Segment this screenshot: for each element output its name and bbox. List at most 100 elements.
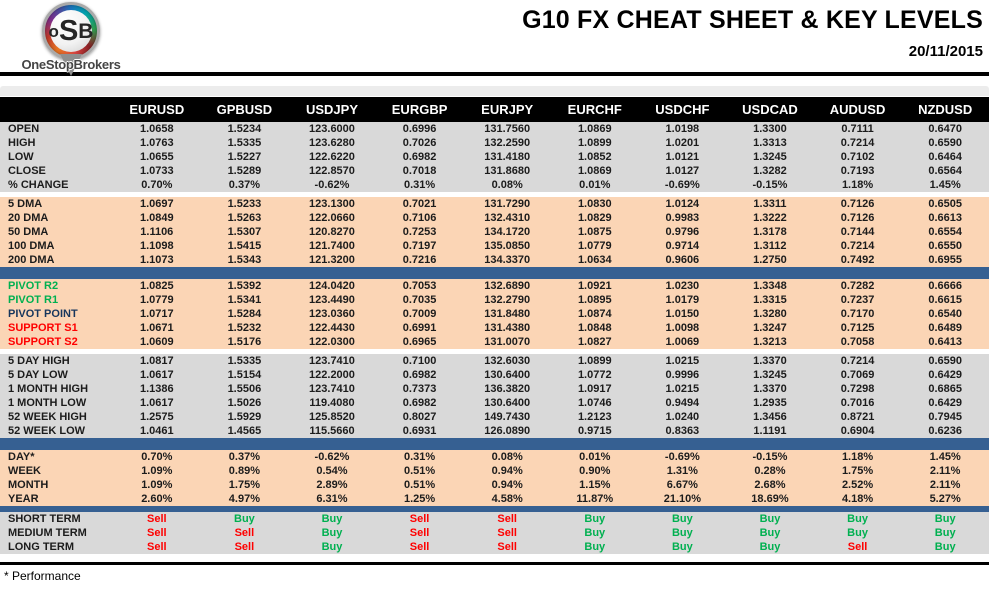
value-cell: 1.5307 xyxy=(200,225,289,239)
value-cell: 122.0300 xyxy=(288,335,376,349)
value-cell: 1.0825 xyxy=(113,279,201,293)
value-cell: 1.09% xyxy=(113,478,201,492)
value-cell: 2.60% xyxy=(113,492,201,506)
value-cell: 1.2575 xyxy=(113,410,201,424)
signal-cell: Sell xyxy=(200,526,289,540)
column-header-audusd: AUDUSD xyxy=(813,97,902,122)
table-row-pivot-r1: PIVOT R1 1.0779 1.5341 123.4490 0.7035 132.27… xyxy=(0,293,989,307)
value-cell: 1.5506 xyxy=(200,382,289,396)
value-cell: 0.9714 xyxy=(638,239,727,253)
row-label: SUPPORT S2 xyxy=(0,335,113,349)
value-cell: 1.5392 xyxy=(200,279,289,293)
table-row-medium-term: MEDIUM TERM Sell Sell Buy Sell Sell Buy Buy Buy B… xyxy=(0,526,989,540)
section-divider xyxy=(0,438,989,450)
value-cell: 11.87% xyxy=(550,492,639,506)
value-cell: 0.9494 xyxy=(638,396,727,410)
badge-letter-o: o xyxy=(48,21,59,41)
table-row-5-dma: 5 DMA 1.0697 1.5233 123.1300 0.7021 131.7290 1… xyxy=(0,197,989,211)
table-row-5-day-low: 5 DAY LOW 1.0617 1.5154 122.2000 0.6982 130.6… xyxy=(0,368,989,382)
value-cell: 0.28% xyxy=(726,464,814,478)
section-divider xyxy=(0,506,989,512)
value-cell: -0.15% xyxy=(726,178,814,192)
value-cell: 1.3370 xyxy=(726,354,814,368)
value-cell: -0.15% xyxy=(726,450,814,464)
value-cell: 0.6996 xyxy=(375,122,464,136)
value-cell: 0.8363 xyxy=(638,424,727,438)
signal-cell: Buy xyxy=(813,526,902,540)
value-cell: 0.9983 xyxy=(638,211,727,225)
value-cell: 1.3245 xyxy=(726,368,814,382)
signal-cell: Buy xyxy=(638,512,727,526)
fx-table-header-row: EURUSD GPBUSD USDJPY EURGBP EURJPY EURCHF USDC… xyxy=(0,97,989,122)
value-cell: 1.0098 xyxy=(638,321,727,335)
table-top-strip xyxy=(0,86,989,96)
value-cell: 0.7214 xyxy=(813,354,902,368)
value-cell: 1.45% xyxy=(901,178,989,192)
row-label: YEAR xyxy=(0,492,113,506)
table-row-high: HIGH 1.0763 1.5335 123.6280 0.7026 132.2590 1.… xyxy=(0,136,989,150)
row-label: 5 DMA xyxy=(0,197,113,211)
value-cell: 123.7410 xyxy=(288,382,376,396)
brand-name: OneStopBrokers xyxy=(21,57,121,72)
signal-cell: Sell xyxy=(813,540,902,554)
value-cell: 135.0850 xyxy=(463,239,551,253)
value-cell: 1.0869 xyxy=(550,164,639,178)
report-date: 20/11/2015 xyxy=(908,43,983,60)
value-cell: 120.8270 xyxy=(288,225,376,239)
badge-letter-b: B xyxy=(78,19,94,43)
table-row-200-dma: 200 DMA 1.1073 1.5343 121.3200 0.7216 134.337… xyxy=(0,253,989,267)
value-cell: 21.10% xyxy=(638,492,727,506)
value-cell: 0.7237 xyxy=(813,293,902,307)
value-cell: 0.7125 xyxy=(813,321,902,335)
value-cell: 1.75% xyxy=(813,464,902,478)
value-cell: 4.97% xyxy=(200,492,289,506)
value-cell: 1.2935 xyxy=(726,396,814,410)
signal-cell: Sell xyxy=(463,540,551,554)
signal-cell: Sell xyxy=(113,526,201,540)
value-cell: 1.5233 xyxy=(200,197,289,211)
value-cell: 0.94% xyxy=(463,478,551,492)
signal-cell: Buy xyxy=(901,512,989,526)
signal-cell: Buy xyxy=(638,526,727,540)
value-cell: 0.08% xyxy=(463,178,551,192)
value-cell: 0.6590 xyxy=(901,354,989,368)
value-cell: 0.9606 xyxy=(638,253,727,267)
value-cell: 0.89% xyxy=(200,464,289,478)
row-label: 20 DMA xyxy=(0,211,113,225)
value-cell: 0.6955 xyxy=(901,253,989,267)
value-cell: 0.7253 xyxy=(375,225,464,239)
value-cell: 1.3280 xyxy=(726,307,814,321)
footer-rule xyxy=(0,562,989,565)
value-cell: 121.7400 xyxy=(288,239,376,253)
value-cell: 0.6429 xyxy=(901,368,989,382)
value-cell: 4.58% xyxy=(463,492,551,506)
value-cell: 123.1300 xyxy=(288,197,376,211)
value-cell: 1.2123 xyxy=(550,410,639,424)
row-label: 200 DMA xyxy=(0,253,113,267)
value-cell: 0.6489 xyxy=(901,321,989,335)
value-cell: 0.7021 xyxy=(375,197,464,211)
column-header-gpbusd: GPBUSD xyxy=(200,97,289,122)
value-cell: 149.7430 xyxy=(463,410,551,424)
value-cell: 1.3313 xyxy=(726,136,814,150)
value-cell: 1.0658 xyxy=(113,122,201,136)
row-label: PIVOT POINT xyxy=(0,307,113,321)
table-row-pivot-r2: PIVOT R2 1.0825 1.5392 124.0420 0.7053 132.68… xyxy=(0,279,989,293)
value-cell: 1.0198 xyxy=(638,122,727,136)
value-cell: 0.7216 xyxy=(375,253,464,267)
signal-cell: Buy xyxy=(288,540,376,554)
value-cell: 1.0779 xyxy=(550,239,639,253)
value-cell: 132.4310 xyxy=(463,211,551,225)
value-cell: 121.3200 xyxy=(288,253,376,267)
value-cell: 0.6982 xyxy=(375,150,464,164)
value-cell: 123.7410 xyxy=(288,354,376,368)
value-cell: 131.7290 xyxy=(463,197,551,211)
value-cell: 1.0069 xyxy=(638,335,727,349)
value-cell: 2.89% xyxy=(288,478,376,492)
value-cell: 123.0360 xyxy=(288,307,376,321)
value-cell: 0.31% xyxy=(375,450,464,464)
value-cell: 0.7058 xyxy=(813,335,902,349)
value-cell: 136.3820 xyxy=(463,382,551,396)
value-cell: 1.3315 xyxy=(726,293,814,307)
row-label: 100 DMA xyxy=(0,239,113,253)
